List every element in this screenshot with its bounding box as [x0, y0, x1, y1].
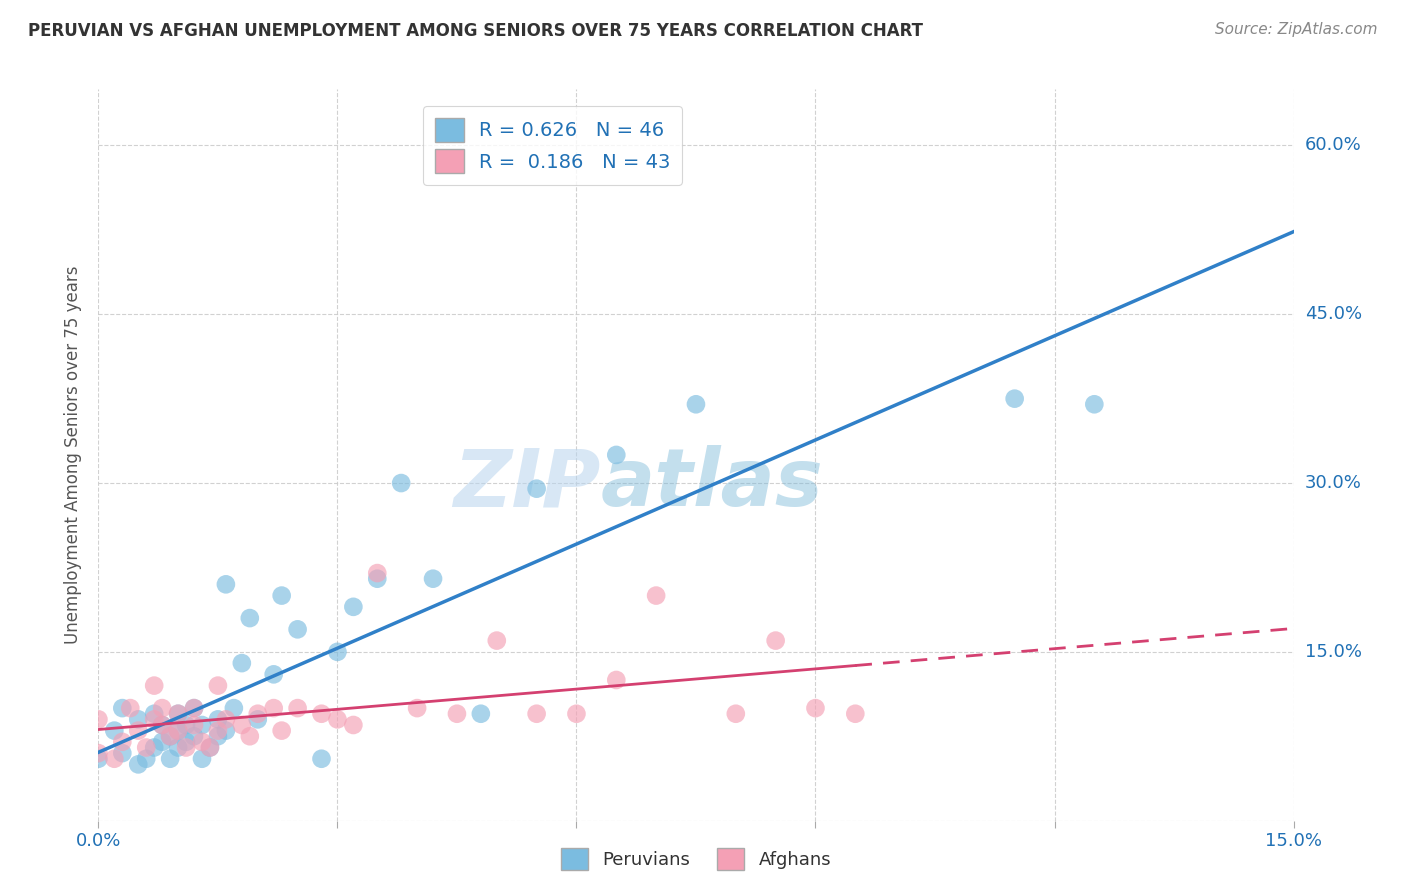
Point — [215, 577, 238, 591]
Point — [422, 572, 444, 586]
Point — [174, 718, 197, 732]
Point — [207, 723, 229, 738]
Point — [183, 729, 205, 743]
Point — [215, 723, 238, 738]
Point — [246, 706, 269, 721]
Point — [143, 740, 166, 755]
Point — [231, 718, 253, 732]
Point — [87, 752, 110, 766]
Point — [231, 656, 253, 670]
Point — [526, 482, 548, 496]
Point — [311, 752, 333, 766]
Point — [127, 757, 149, 772]
Text: 15.0%: 15.0% — [1305, 643, 1361, 661]
Point — [183, 701, 205, 715]
Point — [120, 701, 142, 715]
Point — [605, 448, 627, 462]
Point — [111, 701, 134, 715]
Point — [263, 667, 285, 681]
Text: ZIP: ZIP — [453, 445, 600, 524]
Text: atlas: atlas — [600, 445, 823, 524]
Point — [565, 706, 588, 721]
Point — [485, 633, 508, 648]
Point — [150, 701, 173, 715]
Point — [198, 740, 221, 755]
Point — [342, 718, 364, 732]
Point — [605, 673, 627, 687]
Point — [1004, 392, 1026, 406]
Point — [263, 701, 285, 715]
Point — [765, 633, 787, 648]
Point — [191, 735, 214, 749]
Point — [207, 712, 229, 726]
Point — [446, 706, 468, 721]
Point — [342, 599, 364, 614]
Y-axis label: Unemployment Among Seniors over 75 years: Unemployment Among Seniors over 75 years — [65, 266, 83, 644]
Point — [191, 718, 214, 732]
Point — [150, 735, 173, 749]
Point — [724, 706, 747, 721]
Point — [87, 746, 110, 760]
Point — [167, 723, 190, 738]
Point — [844, 706, 866, 721]
Text: Source: ZipAtlas.com: Source: ZipAtlas.com — [1215, 22, 1378, 37]
Point — [270, 589, 292, 603]
Point — [645, 589, 668, 603]
Point — [103, 723, 125, 738]
Point — [174, 740, 197, 755]
Point — [135, 740, 157, 755]
Point — [111, 746, 134, 760]
Point — [470, 706, 492, 721]
Point — [87, 712, 110, 726]
Point — [685, 397, 707, 411]
Point — [143, 706, 166, 721]
Point — [326, 712, 349, 726]
Point — [804, 701, 827, 715]
Point — [246, 712, 269, 726]
Point — [215, 712, 238, 726]
Point — [287, 701, 309, 715]
Point — [159, 752, 181, 766]
Text: 60.0%: 60.0% — [1305, 136, 1361, 154]
Point — [143, 712, 166, 726]
Point — [198, 740, 221, 755]
Legend: Peruvians, Afghans: Peruvians, Afghans — [554, 841, 838, 878]
Point — [366, 572, 388, 586]
Point — [406, 701, 429, 715]
Point — [366, 566, 388, 580]
Point — [150, 718, 173, 732]
Point — [222, 701, 245, 715]
Point — [159, 729, 181, 743]
Text: 45.0%: 45.0% — [1305, 305, 1362, 323]
Point — [167, 706, 190, 721]
Point — [183, 701, 205, 715]
Text: PERUVIAN VS AFGHAN UNEMPLOYMENT AMONG SENIORS OVER 75 YEARS CORRELATION CHART: PERUVIAN VS AFGHAN UNEMPLOYMENT AMONG SE… — [28, 22, 924, 40]
Point — [167, 723, 190, 738]
Point — [167, 706, 190, 721]
Point — [150, 718, 173, 732]
Text: 30.0%: 30.0% — [1305, 474, 1361, 492]
Point — [111, 735, 134, 749]
Point — [127, 712, 149, 726]
Point — [287, 623, 309, 637]
Point — [526, 706, 548, 721]
Point — [159, 729, 181, 743]
Point — [311, 706, 333, 721]
Point — [127, 723, 149, 738]
Point — [191, 752, 214, 766]
Point — [270, 723, 292, 738]
Point — [103, 752, 125, 766]
Point — [239, 729, 262, 743]
Point — [326, 645, 349, 659]
Point — [1083, 397, 1105, 411]
Point — [183, 718, 205, 732]
Point — [135, 752, 157, 766]
Point — [143, 679, 166, 693]
Point — [207, 679, 229, 693]
Point — [174, 735, 197, 749]
Point — [389, 476, 412, 491]
Point — [207, 729, 229, 743]
Point — [167, 740, 190, 755]
Point — [239, 611, 262, 625]
